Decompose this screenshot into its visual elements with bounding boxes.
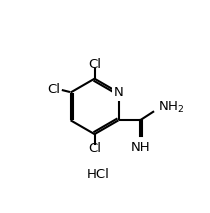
Text: Cl: Cl [88,142,101,155]
Text: HCl: HCl [87,168,110,181]
Text: NH$_2$: NH$_2$ [158,100,184,115]
Text: Cl: Cl [47,83,60,96]
Text: NH: NH [131,141,151,154]
Text: N: N [114,86,123,99]
Text: Cl: Cl [88,58,101,71]
